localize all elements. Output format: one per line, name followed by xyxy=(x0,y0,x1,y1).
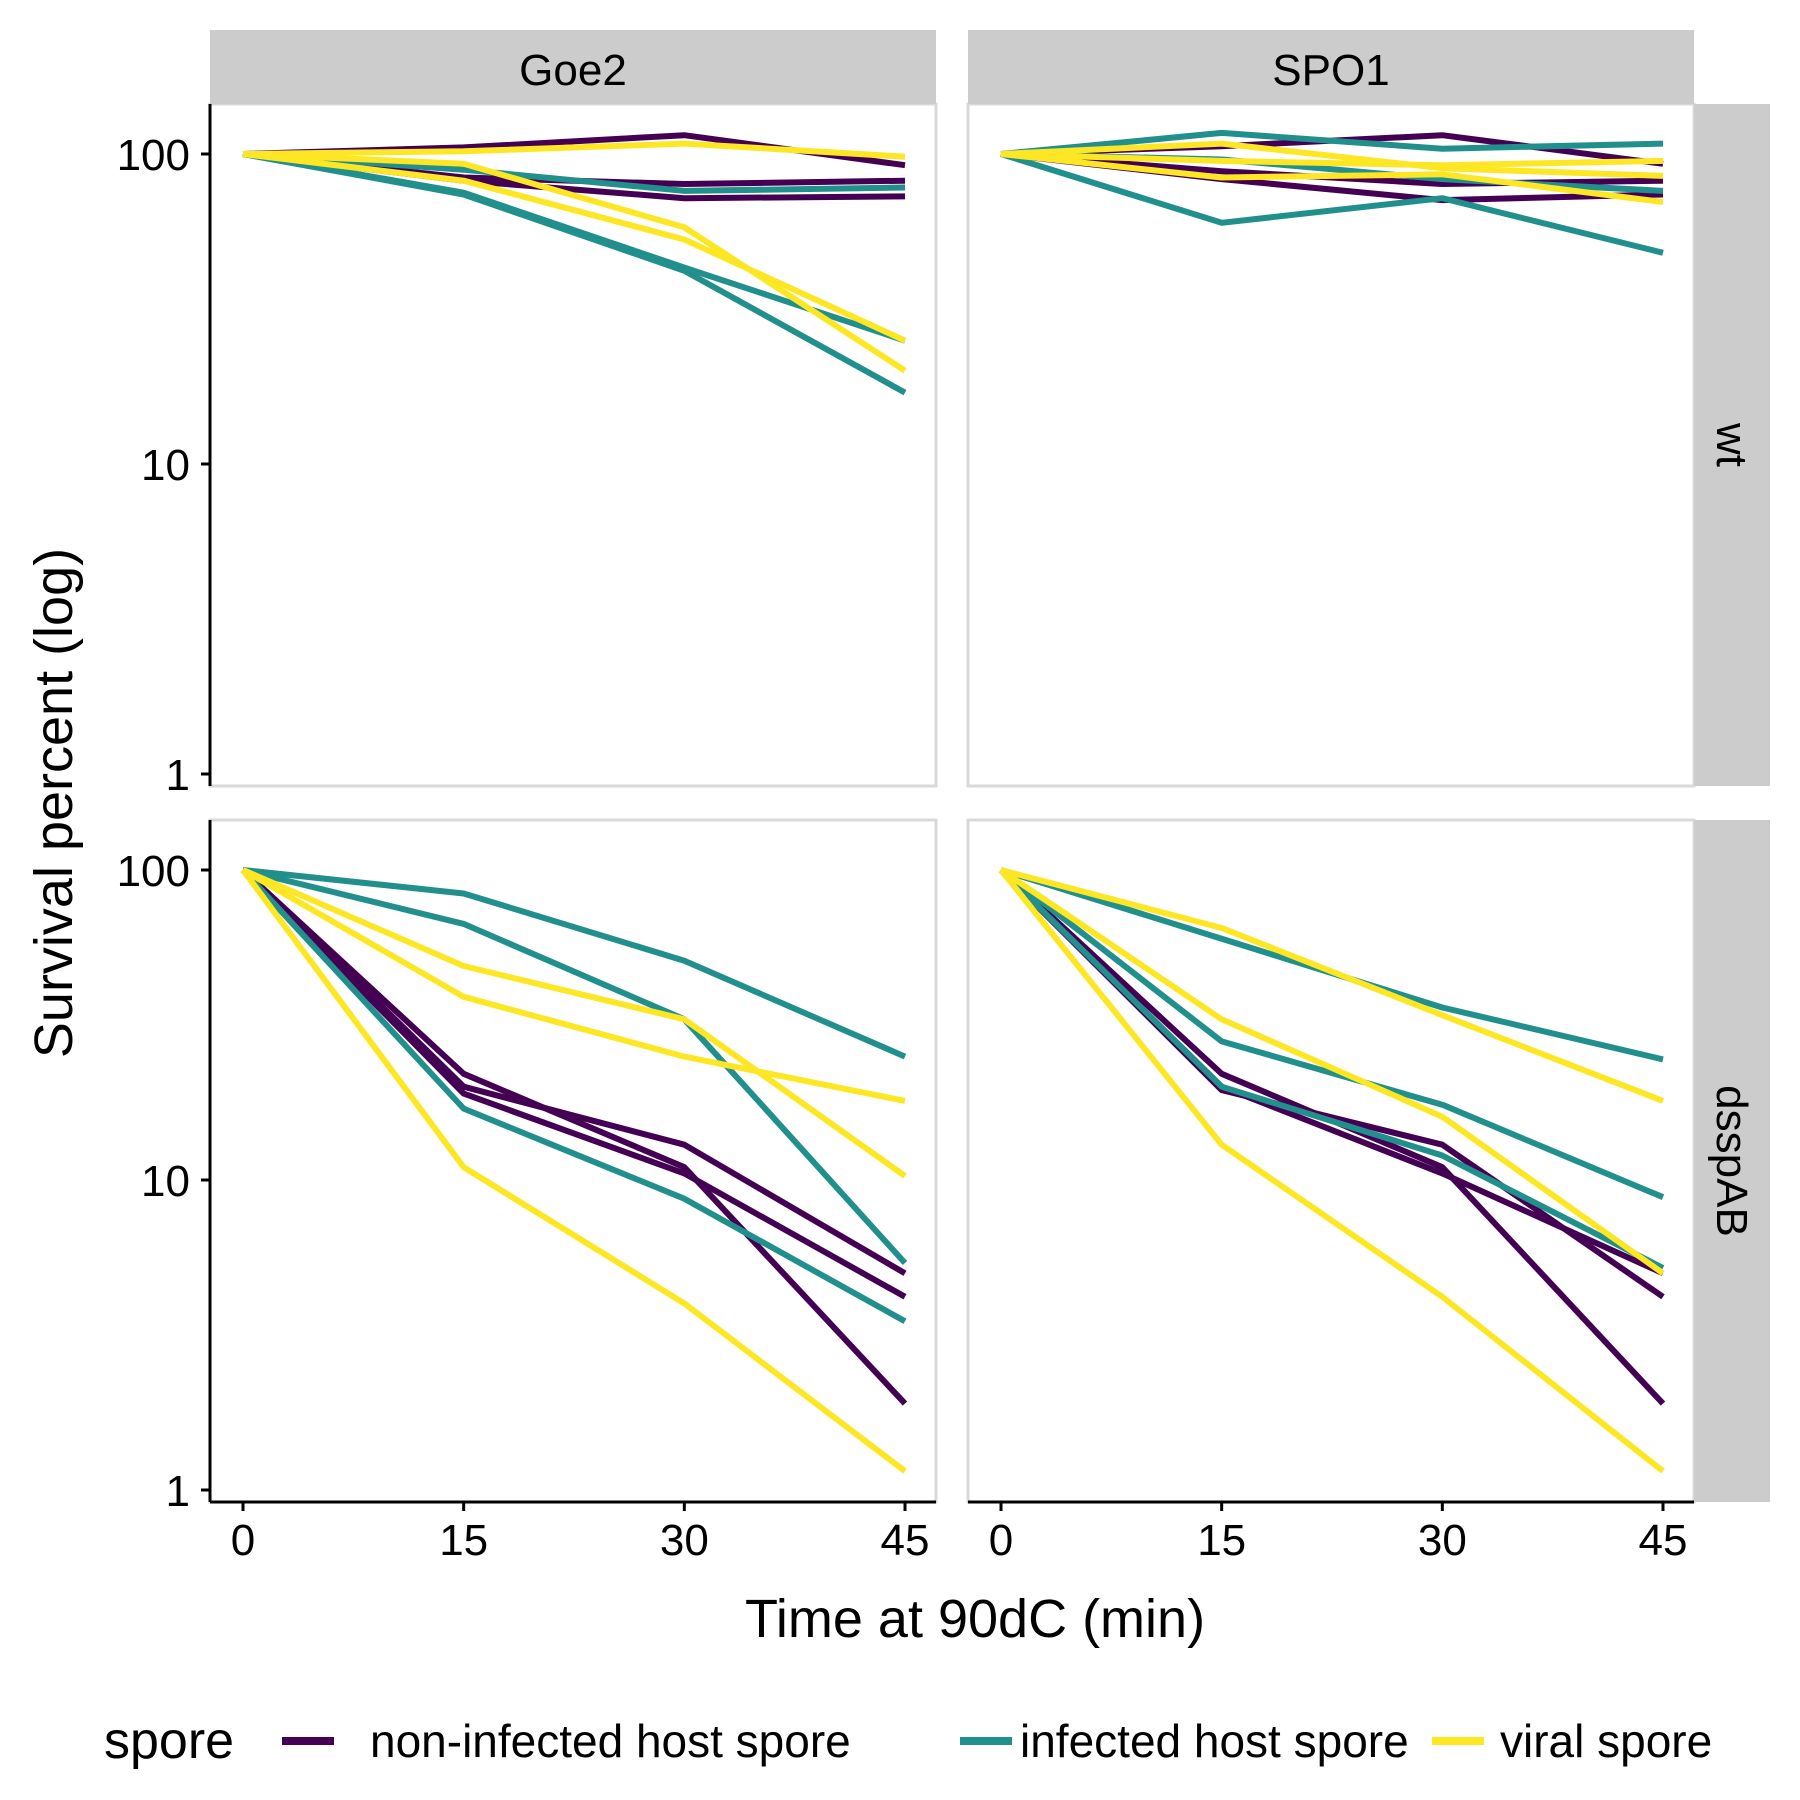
x-tick-label: 15 xyxy=(1197,1516,1246,1565)
series-line xyxy=(240,867,908,1406)
panel-background xyxy=(966,102,1696,788)
series-line xyxy=(999,867,1665,1200)
series-line xyxy=(1000,140,1664,179)
legend-label: viral spore xyxy=(1500,1715,1712,1767)
series-line xyxy=(240,868,907,1474)
y-tick-label: 1 xyxy=(166,751,190,800)
series-line xyxy=(241,867,906,1104)
series-line xyxy=(240,867,907,1300)
legend: spore non-infected host spore infected h… xyxy=(104,1712,1712,1770)
series-line xyxy=(998,868,1665,1474)
panel-spo1-dsspab xyxy=(966,818,1696,1504)
strip-row-wt: wt xyxy=(1694,104,1770,786)
series-line xyxy=(242,867,907,1060)
panel-goe2-dsspab xyxy=(208,818,938,1504)
series-line xyxy=(242,151,907,396)
series-layer xyxy=(240,867,908,1474)
series-line xyxy=(242,140,906,160)
series-line xyxy=(999,867,1665,1276)
series-line xyxy=(998,867,1665,1271)
x-tick-label: 30 xyxy=(660,1516,709,1565)
x-tick-label: 45 xyxy=(1639,1516,1688,1565)
strip-row-dsspab: dsspAB xyxy=(1694,820,1770,1502)
strip-label: SPO1 xyxy=(1272,46,1389,95)
series-line xyxy=(1000,129,1664,157)
strip-col-spo1: SPO1 xyxy=(968,30,1694,104)
series-line xyxy=(242,867,908,1266)
series-layer xyxy=(1000,129,1664,256)
series-line xyxy=(240,867,907,1324)
series-line xyxy=(242,151,907,374)
legend-label: infected host spore xyxy=(1020,1715,1409,1767)
x-tick-label: 45 xyxy=(881,1516,930,1565)
series-line xyxy=(1000,151,1664,256)
legend-label: non-infected host spore xyxy=(370,1715,851,1767)
x-tick-label: 0 xyxy=(231,1516,255,1565)
panel-background xyxy=(208,102,938,788)
x-tick-label: 0 xyxy=(989,1516,1013,1565)
series-line xyxy=(1000,151,1664,205)
y-tick-label: 10 xyxy=(141,441,190,490)
y-axis-title: Survival percent (log) xyxy=(24,548,84,1058)
legend-title: spore xyxy=(104,1712,234,1770)
y-tick-label: 10 xyxy=(141,1157,190,1206)
x-tick-label: 15 xyxy=(439,1516,488,1565)
panel-background xyxy=(208,818,938,1504)
series-line xyxy=(242,151,907,344)
axes: 1 10 100 1 10 100 0 15 30 45 0 15 30 45 xyxy=(117,104,1694,1565)
strip-col-goe2: Goe2 xyxy=(210,30,936,104)
panel-goe2-wt xyxy=(208,102,938,788)
series-line xyxy=(241,867,907,1179)
strip-label: dsspAB xyxy=(1707,1085,1756,1237)
x-tick-label: 30 xyxy=(1418,1516,1467,1565)
series-line xyxy=(1000,867,1665,1104)
series-layer xyxy=(998,867,1666,1474)
legend-item-viral: viral spore xyxy=(1432,1715,1712,1767)
legend-item-non-infected: non-infected host spore xyxy=(282,1715,851,1767)
x-axis-title: Time at 90dC (min) xyxy=(745,1589,1205,1649)
series-line xyxy=(1000,151,1664,169)
y-tick-label: 100 xyxy=(117,847,190,896)
y-tick-label: 100 xyxy=(117,131,190,180)
legend-item-infected: infected host spore xyxy=(960,1715,1409,1767)
series-layer xyxy=(242,132,907,396)
panel-spo1-wt xyxy=(966,102,1696,788)
strip-label: Goe2 xyxy=(519,46,627,95)
y-tick-label: 1 xyxy=(166,1467,190,1516)
strip-label: wt xyxy=(1707,422,1756,467)
